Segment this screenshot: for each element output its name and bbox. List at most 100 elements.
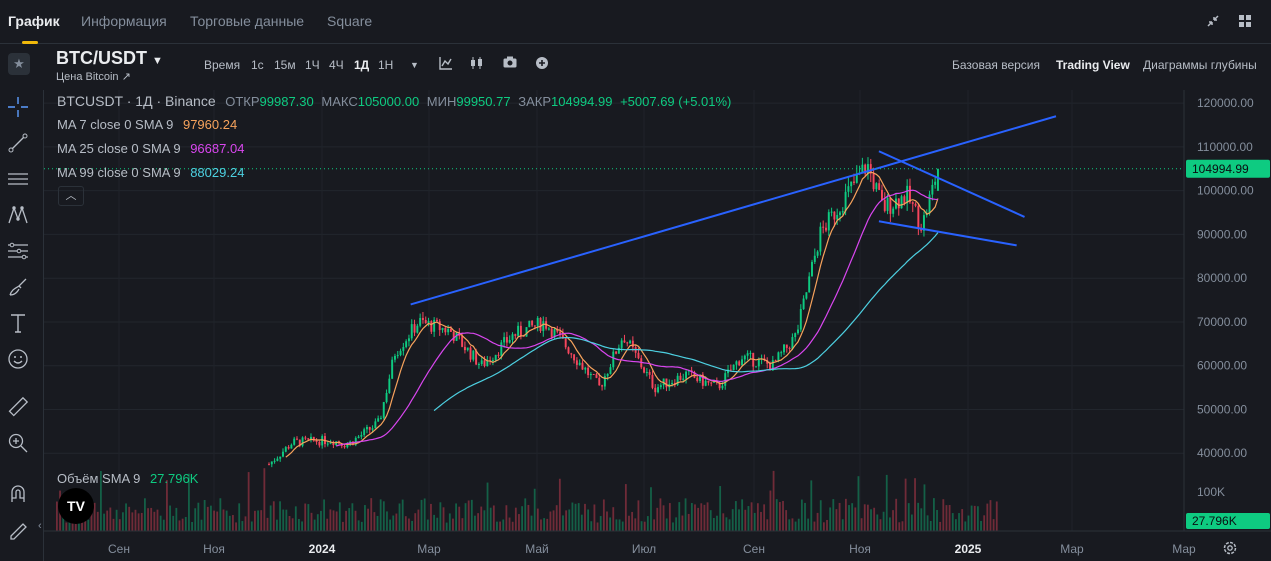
volume-bar bbox=[156, 509, 159, 531]
candle-body bbox=[405, 341, 408, 347]
volume-bar bbox=[901, 521, 904, 531]
active-tab-indicator bbox=[22, 41, 38, 44]
ma99-line bbox=[433, 232, 939, 412]
candle-body bbox=[391, 359, 394, 379]
ruler-icon[interactable] bbox=[6, 396, 30, 420]
volume-bar bbox=[191, 521, 193, 531]
camera-icon[interactable] bbox=[502, 56, 518, 72]
tf-1s[interactable]: 1с bbox=[251, 58, 264, 72]
candle-body bbox=[746, 353, 749, 356]
tf-1d[interactable]: 1Д bbox=[354, 58, 370, 72]
compress-icon[interactable] bbox=[1205, 14, 1221, 30]
volume-bar bbox=[492, 505, 495, 531]
collapse-toolbar-chevron-icon[interactable]: ‹ bbox=[38, 520, 42, 532]
candle-body bbox=[480, 360, 483, 365]
view-depth[interactable]: Диаграммы глубины bbox=[1143, 58, 1257, 72]
time-tick-label: 2025 bbox=[955, 542, 982, 556]
volume-bar bbox=[84, 517, 87, 531]
tf-1w[interactable]: 1Н bbox=[378, 58, 394, 72]
volume-bar bbox=[96, 511, 99, 531]
tf-1h[interactable]: 1Ч bbox=[305, 58, 320, 72]
volume-bar bbox=[496, 521, 498, 531]
tab-square[interactable]: Square bbox=[327, 13, 373, 29]
candle-body bbox=[844, 191, 847, 212]
pair-selector[interactable]: BTC/USDT ▼ bbox=[56, 48, 163, 68]
volume-bar bbox=[587, 509, 590, 531]
candle-body bbox=[377, 418, 380, 422]
candle-body bbox=[290, 444, 293, 449]
volume-bar bbox=[455, 503, 458, 531]
candle-body bbox=[685, 371, 688, 379]
volume-bar bbox=[417, 509, 420, 531]
volume-bar bbox=[565, 510, 568, 531]
volume-bar bbox=[307, 504, 310, 531]
candle-body bbox=[559, 331, 562, 335]
favorite-star-icon[interactable]: ★ bbox=[8, 53, 30, 75]
price-tick-label: 80000.00 bbox=[1197, 271, 1247, 285]
trend-line-icon[interactable] bbox=[6, 132, 30, 156]
candle-body bbox=[413, 324, 416, 333]
candle-body bbox=[867, 164, 869, 174]
volume-bar bbox=[178, 520, 181, 531]
volume-bar bbox=[782, 500, 784, 531]
settings-gear-icon[interactable] bbox=[1222, 540, 1238, 556]
lock-pencil-icon[interactable] bbox=[6, 518, 30, 542]
emoji-icon[interactable] bbox=[6, 348, 30, 372]
candle-body bbox=[771, 360, 774, 371]
candle-body bbox=[472, 350, 475, 360]
candle-body bbox=[525, 327, 528, 337]
price-chart[interactable]: 120000.00 110000.00 100000.00 90000.00 80000… bbox=[44, 90, 1271, 561]
volume-bar bbox=[122, 512, 124, 531]
volume-bar bbox=[929, 520, 932, 531]
candle-body bbox=[883, 200, 886, 211]
candle-body bbox=[421, 317, 424, 320]
collapse-legend-chevron-icon[interactable]: ︿ bbox=[58, 186, 84, 206]
brush-icon[interactable] bbox=[6, 276, 30, 300]
view-basic[interactable]: Базовая версия bbox=[952, 58, 1040, 72]
parallel-lines-icon[interactable] bbox=[6, 168, 30, 192]
candle-body bbox=[830, 211, 833, 213]
pattern-icon[interactable] bbox=[6, 204, 30, 228]
volume-bar bbox=[125, 503, 127, 531]
add-icon[interactable] bbox=[534, 56, 550, 72]
tab-trading-data[interactable]: Торговые данные bbox=[190, 13, 305, 29]
volume-bar bbox=[376, 515, 379, 531]
tf-15m[interactable]: 15м bbox=[274, 58, 296, 72]
tf-more-chevron-icon[interactable]: ▼ bbox=[410, 60, 419, 70]
indicator-icon[interactable] bbox=[438, 56, 454, 72]
candle-body bbox=[570, 353, 573, 355]
volume-bar bbox=[958, 513, 960, 531]
zoom-icon[interactable] bbox=[6, 432, 30, 456]
candle-body bbox=[449, 328, 452, 332]
volume-bar bbox=[304, 503, 307, 531]
candle-body bbox=[587, 367, 590, 376]
volume-bar bbox=[540, 519, 542, 531]
tradingview-logo[interactable]: TV bbox=[58, 488, 94, 524]
tab-info[interactable]: Информация bbox=[81, 13, 167, 29]
tab-chart[interactable]: График bbox=[8, 13, 60, 29]
volume-bar bbox=[769, 490, 772, 531]
pair-subtitle-link[interactable]: Цена Bitcoin ↗ bbox=[56, 71, 131, 83]
candle-body bbox=[346, 444, 349, 448]
candle-body bbox=[861, 164, 864, 173]
candle-body bbox=[836, 214, 839, 220]
crosshair-icon[interactable] bbox=[6, 96, 30, 120]
fib-icon[interactable] bbox=[6, 240, 30, 264]
volume-bar bbox=[461, 518, 464, 531]
candle-body bbox=[917, 205, 920, 228]
volume-bar bbox=[458, 506, 461, 531]
chart-type-icon[interactable] bbox=[469, 56, 485, 72]
candle-body bbox=[897, 198, 900, 209]
volume-bar bbox=[684, 498, 687, 531]
volume-bar bbox=[942, 499, 945, 531]
magnet-icon[interactable] bbox=[6, 482, 30, 506]
candle-body bbox=[769, 363, 771, 371]
volume-bar bbox=[659, 498, 662, 531]
candles bbox=[268, 157, 939, 468]
view-tradingview[interactable]: Trading View bbox=[1056, 58, 1130, 72]
grid-icon[interactable] bbox=[1237, 14, 1253, 30]
text-icon[interactable] bbox=[6, 312, 30, 336]
volume-bar bbox=[562, 515, 564, 531]
candle-body bbox=[922, 215, 925, 231]
tf-4h[interactable]: 4Ч bbox=[329, 58, 344, 72]
